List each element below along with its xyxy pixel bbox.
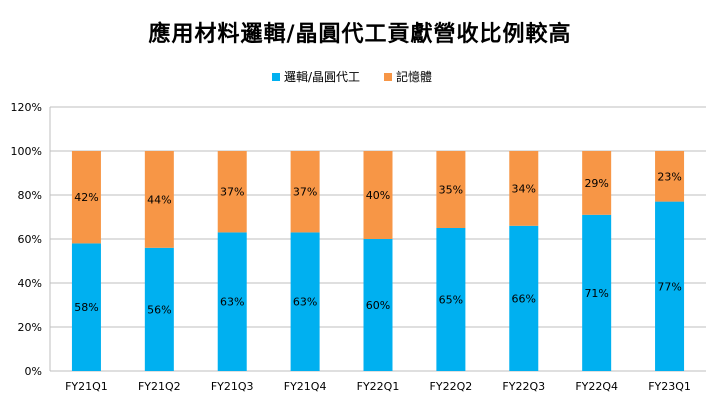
x-tick-label: FY21Q4 [284,380,327,393]
chart-title: 應用材料邏輯/晶圓代工貢獻營收比例較高 [148,22,572,47]
bar-memory [363,151,393,239]
x-tick-label: FY22Q4 [575,380,618,393]
data-label: 63% [220,296,244,309]
x-axis-ticks: FY21Q1 FY21Q2 FY21Q3 FY21Q4 FY22Q1 FY22Q2 FY22… [65,380,691,393]
y-tick-label: 40% [18,277,42,290]
data-label: 37% [220,186,244,199]
x-tick-label: FY23Q1 [648,380,691,393]
data-label: 63% [293,296,317,309]
bar-logic-foundry [290,232,320,371]
legend-label: 邏輯/晶圓代工 [284,70,360,84]
bar-logic-foundry [582,214,612,371]
data-label: 66% [512,292,536,305]
bar-logic-foundry [436,228,466,371]
data-label: 35% [439,184,463,197]
legend-label: 記憶體 [396,69,432,84]
data-label: 60% [366,299,390,312]
data-label: 37% [293,186,317,199]
bar-logic-foundry [217,232,247,371]
bar-memory [217,151,247,233]
data-label: 34% [512,182,536,195]
y-tick-label: 120% [11,101,42,114]
data-label: 44% [147,193,171,206]
data-label: 65% [439,294,463,307]
x-tick-label: FY22Q3 [502,380,545,393]
x-tick-label: FY21Q2 [138,380,181,393]
bar-logic-foundry [144,247,174,371]
x-tick-label: FY21Q1 [65,380,108,393]
y-tick-label: 0% [25,365,42,378]
x-tick-label: FY22Q1 [357,380,400,393]
bar-logic-foundry [655,201,685,371]
bar-memory [582,151,612,215]
x-tick-label: FY21Q3 [211,380,254,393]
legend-swatch [272,73,280,81]
data-label: 58% [74,301,98,314]
data-label: 40% [366,189,390,202]
bar-logic-foundry [509,225,539,371]
legend-swatch [384,73,392,81]
data-label: 71% [584,287,608,300]
data-label: 23% [657,170,681,183]
data-label: 42% [74,191,98,204]
bar-memory [71,151,101,244]
data-label: 77% [657,280,681,293]
data-label: 29% [584,177,608,190]
y-tick-label: 80% [18,189,42,202]
legend: 邏輯/晶圓代工 記憶體 [272,69,432,84]
data-label: 56% [147,303,171,316]
bar-memory [509,151,539,226]
bar-memory [290,151,320,233]
bars: 58% 42% 56% 44% 63% 37% 63% 37% 60% 40% 65% 35% 66% 3… [71,151,685,371]
bar-logic-foundry [363,239,393,371]
bar-memory [144,151,174,248]
x-tick-label: FY22Q2 [430,380,473,393]
y-tick-label: 100% [11,145,42,158]
bar-memory [655,151,685,202]
y-axis-ticks: 0% 20% 40% 60% 80% 100% 120% [11,101,42,378]
bar-logic-foundry [71,243,101,371]
y-tick-label: 60% [18,233,42,246]
bar-memory [436,151,466,228]
y-tick-label: 20% [18,321,42,334]
